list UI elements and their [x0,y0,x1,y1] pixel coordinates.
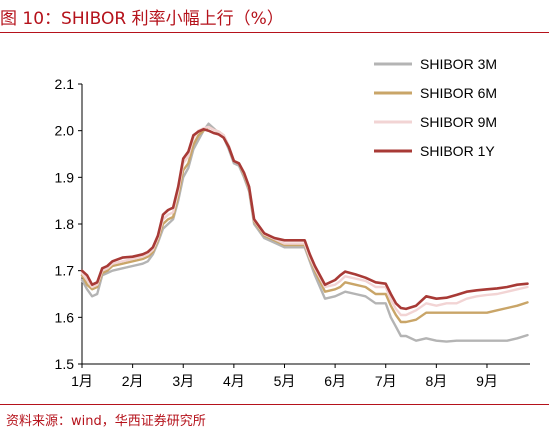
y-tick-label: 1.6 [55,309,75,325]
x-tick-label: 9月 [476,373,498,389]
y-tick-label: 2.0 [55,123,75,139]
y-tick-label: 1.5 [55,356,75,372]
x-tick-label: 8月 [425,373,447,389]
x-tick-label: 4月 [223,373,245,389]
title-rule [0,32,549,33]
legend-label: SHIBOR 3M [420,56,497,72]
x-tick-label: 7月 [375,373,397,389]
legend-label: SHIBOR 9M [420,114,497,130]
source-note: 资料来源：wind，华西证券研究所 [6,414,206,429]
x-tick-label: 6月 [324,373,346,389]
series-line-shibor-1y [80,128,529,311]
y-tick-label: 1.8 [55,216,75,232]
figure-title: 图 10：SHIBOR 利率小幅上行（%） [0,9,284,29]
x-tick-label: 3月 [172,373,194,389]
series-layer [80,122,529,343]
legend-label: SHIBOR 6M [420,85,497,101]
x-tick-label: 5月 [274,373,296,389]
y-tick-label: 1.9 [55,169,75,185]
legend-label: SHIBOR 1Y [420,143,495,159]
series-line-shibor-3m [80,122,529,343]
x-tick-label: 2月 [122,373,144,389]
chart-axes: 1.5 1.6 1.7 1.8 1.9 2.0 2.1 1月 2月 3月 4月 5月 6月 7月 8月 9月 [55,76,530,389]
x-tick-label: 1月 [71,373,93,389]
y-tick-label: 1.7 [55,263,75,279]
chart-legend: SHIBOR 3M SHIBOR 6M SHIBOR 9M SHIBOR 1Y [374,56,497,159]
source-rule [0,404,549,405]
shibor-line-chart: 1.51.61.71.81.92.02.11月 2月 3月 4月 5月 6月 7月 8月 9月 … [55,56,530,389]
y-tick-label: 2.1 [55,76,75,92]
